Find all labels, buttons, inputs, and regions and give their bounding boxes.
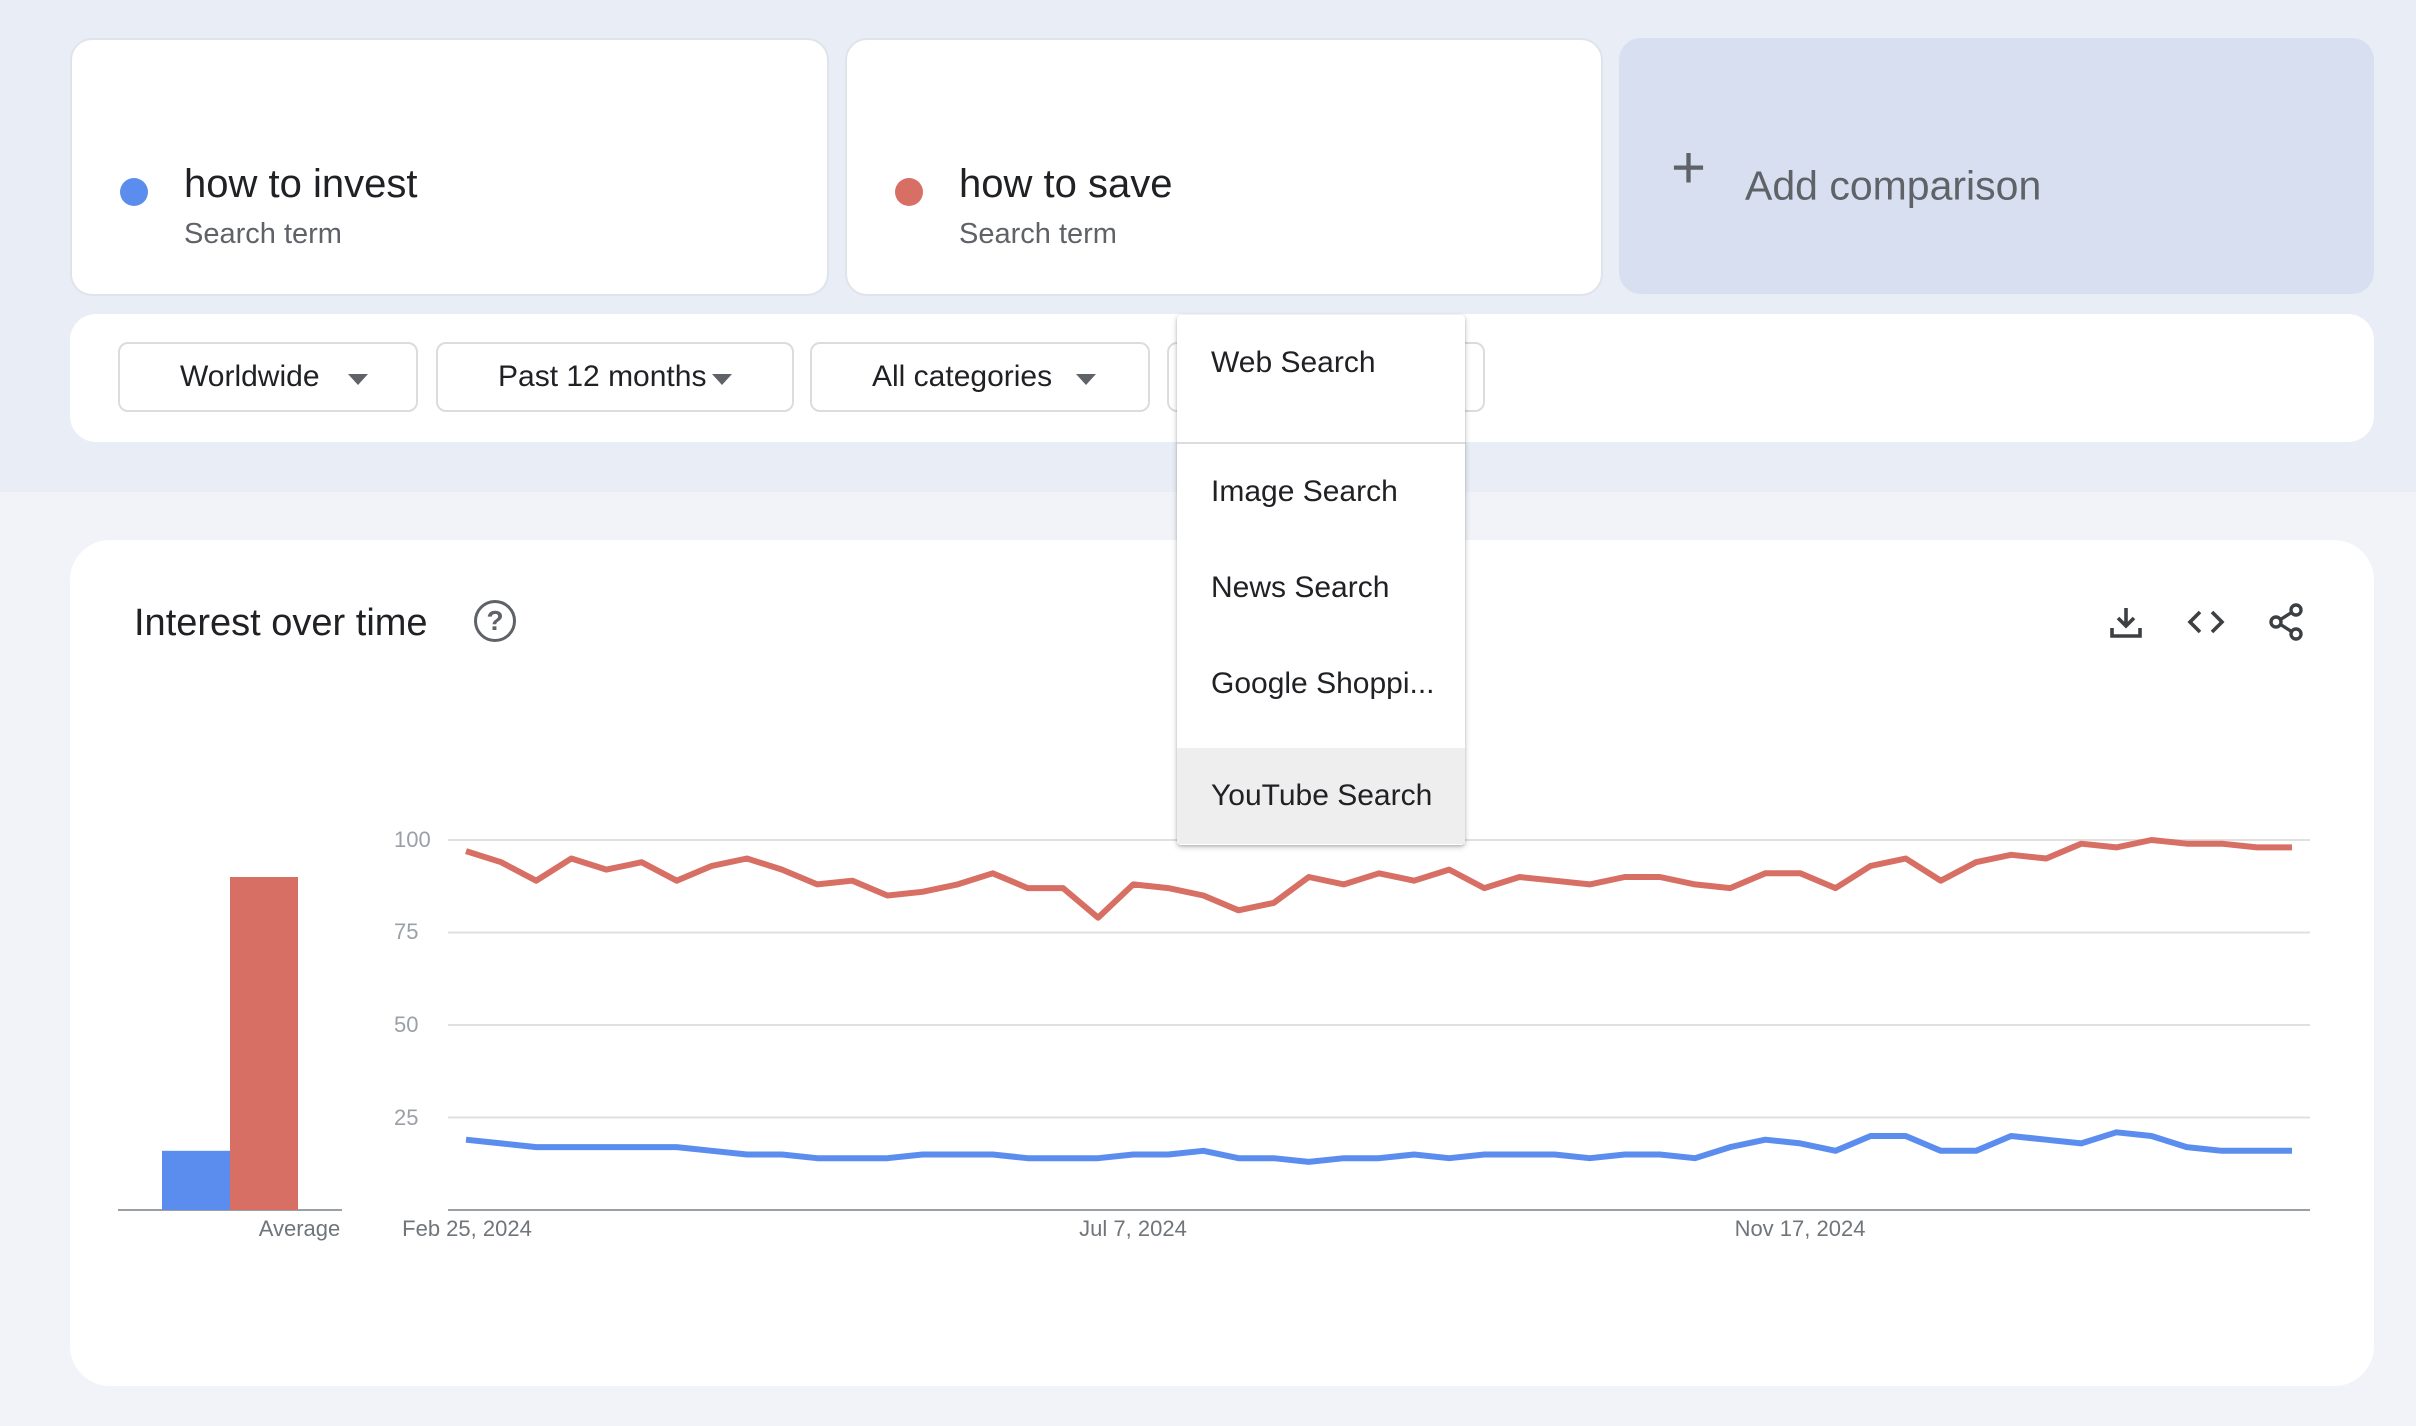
average-bar-invest bbox=[162, 1150, 230, 1210]
y-tick-label: 25 bbox=[394, 1105, 419, 1130]
add-comparison-button[interactable]: + Add comparison bbox=[1619, 38, 2374, 294]
category-filter-label: All categories bbox=[872, 360, 1053, 393]
term-subtitle: Search term bbox=[959, 218, 1117, 250]
time-filter-label: Past 12 months bbox=[498, 360, 707, 393]
term-card-invest[interactable]: how to invest Search term bbox=[70, 38, 829, 296]
chevron-down-icon bbox=[712, 374, 732, 385]
term-subtitle: Search term bbox=[184, 218, 342, 250]
menu-item-image-search[interactable]: Image Search bbox=[1211, 475, 1398, 508]
y-tick-label: 100 bbox=[394, 827, 431, 852]
embed-icon[interactable] bbox=[2186, 602, 2226, 642]
menu-item-google-shopping[interactable]: Google Shoppi... bbox=[1211, 667, 1435, 700]
chevron-down-icon bbox=[348, 374, 368, 385]
plus-icon: + bbox=[1671, 134, 1707, 201]
term-color-dot bbox=[120, 178, 148, 206]
chevron-down-icon bbox=[1076, 374, 1096, 385]
y-tick-label: 50 bbox=[394, 1012, 419, 1037]
term-color-dot bbox=[895, 178, 923, 206]
term-name[interactable]: how to invest bbox=[184, 162, 418, 206]
menu-item-youtube-search[interactable]: YouTube Search bbox=[1177, 748, 1465, 844]
help-icon[interactable]: ? bbox=[474, 600, 516, 642]
series-line-invest bbox=[465, 1129, 2292, 1165]
x-tick-label: Nov 17, 2024 bbox=[1734, 1216, 1866, 1241]
menu-item-news-search[interactable]: News Search bbox=[1211, 571, 1390, 604]
average-bar-save bbox=[230, 877, 298, 1210]
term-name[interactable]: how to save bbox=[959, 162, 1173, 206]
menu-divider bbox=[1177, 442, 1465, 444]
region-filter[interactable]: Worldwide bbox=[118, 342, 418, 412]
search-type-menu: Web Search Image Search News Search Goog… bbox=[1177, 315, 1465, 845]
y-tick-label: 75 bbox=[394, 919, 419, 944]
share-icon[interactable] bbox=[2266, 602, 2306, 642]
region-filter-label: Worldwide bbox=[180, 360, 320, 393]
x-tick-label: Jul 7, 2024 bbox=[1079, 1216, 1187, 1241]
category-filter[interactable]: All categories bbox=[810, 342, 1150, 412]
download-icon[interactable] bbox=[2106, 602, 2146, 642]
add-comparison-label: Add comparison bbox=[1745, 162, 2042, 209]
time-filter[interactable]: Past 12 months bbox=[436, 342, 794, 412]
average-label: Average bbox=[258, 1216, 341, 1241]
x-tick-label: Feb 25, 2024 bbox=[402, 1216, 532, 1241]
chart-canvas bbox=[118, 837, 2310, 1211]
term-card-save[interactable]: how to save Search term bbox=[845, 38, 1603, 296]
chart-title: Interest over time bbox=[134, 602, 428, 644]
series-line-save bbox=[465, 837, 2292, 921]
menu-item-web-search[interactable]: Web Search bbox=[1211, 346, 1376, 379]
